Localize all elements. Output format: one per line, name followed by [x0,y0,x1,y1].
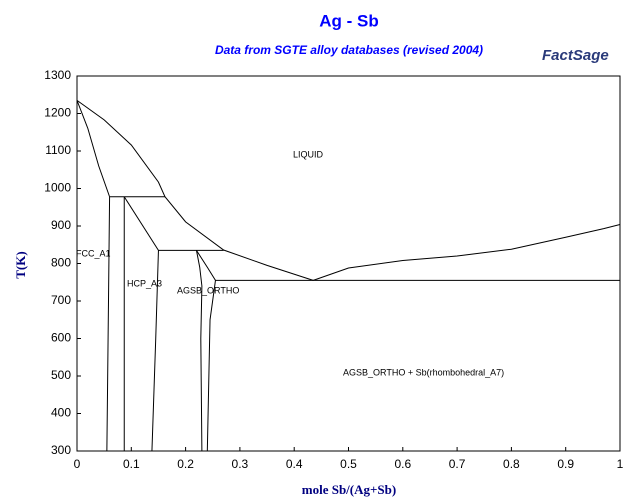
y-tick-label: 900 [51,218,71,232]
y-tick-label: 1200 [44,106,71,120]
x-tick-label: 0.9 [557,457,574,471]
phase-boundary [195,250,203,452]
phase-boundary [313,224,621,281]
chart-subtitle: Data from SGTE alloy databases (revised … [215,43,483,57]
region-label: FCC_A1 [76,248,111,258]
x-tick-label: 0.2 [177,457,194,471]
x-axis-label: mole Sb/(Ag+Sb) [302,482,396,497]
x-tick-label: 0.7 [449,457,466,471]
phase-boundary [151,250,159,452]
x-tick-label: 0.8 [503,457,520,471]
y-tick-label: 800 [51,256,71,270]
y-tick-label: 600 [51,331,71,345]
phase-boundary [106,196,111,452]
region-label: AGSB_ORTHO + Sb(rhombohedral_A7) [343,367,504,377]
phase-boundary [123,196,159,251]
y-axis-label: T(K) [13,251,28,278]
region-label: HCP_A3 [127,278,162,288]
y-tick-label: 1100 [45,143,71,157]
region-label: AGSB_ORTHO [177,285,239,295]
x-tick-label: 0.6 [394,457,411,471]
y-tick-label: 700 [51,293,71,307]
phase-boundary [76,100,111,197]
x-tick-label: 0.3 [232,457,249,471]
y-tick-label: 300 [51,443,71,457]
logo: FactSage [542,47,609,64]
x-tick-label: 0 [74,457,81,471]
x-tick-label: 0.5 [340,457,357,471]
x-tick-label: 1 [617,457,624,471]
x-tick-label: 0.1 [123,457,140,471]
region-label: LIQUID [293,149,324,159]
y-tick-label: 500 [51,368,71,382]
chart-title: Ag - Sb [319,11,379,30]
y-tick-label: 400 [51,406,71,420]
x-tick-label: 0.4 [286,457,303,471]
y-tick-label: 1300 [44,68,71,82]
y-tick-label: 1000 [44,181,71,195]
